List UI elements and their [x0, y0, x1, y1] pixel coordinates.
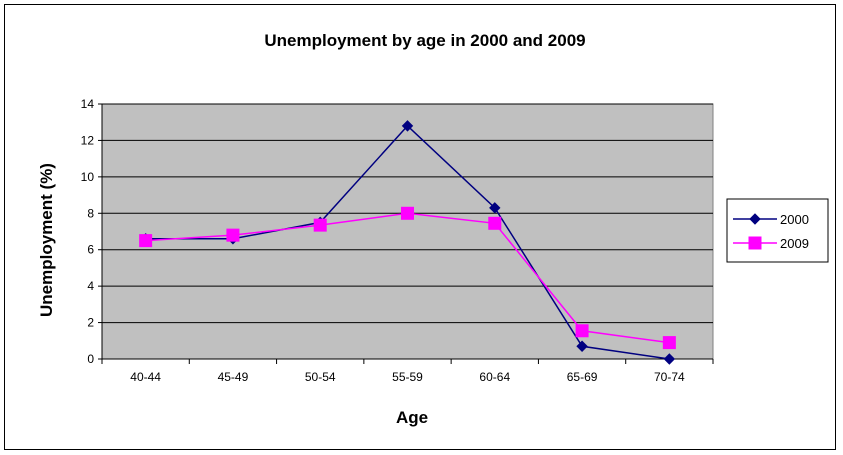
data-point-2009 — [401, 206, 414, 220]
data-point-2009 — [226, 228, 240, 242]
data-point-2000 — [401, 120, 414, 132]
y-tick-label: 12 — [81, 133, 95, 147]
x-tick-label: 50-54 — [305, 370, 336, 384]
x-tick-labels: 40-44 45-49 50-54 55-59 60-64 65-69 70-74 — [130, 370, 685, 384]
x-tick-label: 40-44 — [130, 370, 161, 384]
data-point-2009 — [313, 218, 327, 232]
y-tick-label: 6 — [87, 243, 94, 257]
y-axis-title: Unemployment (%) — [37, 163, 56, 317]
data-point-2009 — [139, 234, 153, 248]
x-tick-label: 45-49 — [218, 370, 249, 384]
y-tick-label: 4 — [87, 279, 94, 293]
legend: 2000 2009 — [726, 198, 829, 263]
y-tick-label: 2 — [87, 316, 94, 330]
y-tick-label: 8 — [87, 206, 94, 220]
chart-title: Unemployment by age in 2000 and 2009 — [264, 31, 585, 50]
x-tick-label: 55-59 — [392, 370, 423, 384]
legend-label-2000: 2000 — [780, 212, 809, 227]
data-point-2000 — [663, 353, 676, 365]
x-tick-label: 70-74 — [654, 370, 685, 384]
legend-marker-2000 — [749, 213, 761, 225]
data-point-2009 — [575, 324, 589, 338]
x-tick-label: 65-69 — [567, 370, 598, 384]
plot-area — [101, 103, 714, 360]
legend-label-2009: 2009 — [780, 236, 809, 251]
data-point-2009 — [488, 216, 502, 230]
series-2009 — [139, 206, 676, 350]
data-point-2009 — [662, 336, 676, 350]
y-tick-label: 14 — [81, 97, 95, 111]
x-tick-label: 60-64 — [479, 370, 510, 384]
series-layer — [139, 120, 676, 365]
data-point-2000 — [489, 202, 501, 214]
y-tick-labels: 0 2 4 6 8 10 12 14 — [81, 97, 95, 366]
x-axis-title: Age — [396, 408, 428, 427]
legend-marker-2009 — [748, 236, 762, 250]
data-point-2000 — [576, 340, 588, 352]
legend-box — [726, 198, 829, 263]
axes — [101, 104, 714, 364]
y-tick-label: 10 — [81, 170, 95, 184]
y-tick-label: 0 — [87, 352, 94, 366]
